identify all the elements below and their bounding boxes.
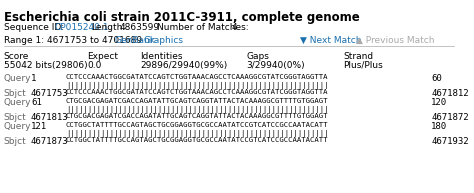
Text: Graphics: Graphics (143, 36, 183, 45)
Text: CTGCGACGAGATCGACCAGATATTGCAGTCAGGTATTACTACAAAGGCGTTTTGTGGAGT: CTGCGACGAGATCGACCAGATATTGCAGTCAGGTATTACT… (66, 113, 328, 119)
Text: Query: Query (4, 98, 31, 107)
Text: 120: 120 (431, 98, 447, 107)
Text: Sbjct: Sbjct (4, 137, 27, 146)
Text: 4671753: 4671753 (31, 89, 69, 98)
Text: CCTGGCTATTTTGCCAGTAGCTGCGGAGGTGCGCCAATATCCGTCATCCGCCAATACATT: CCTGGCTATTTTGCCAGTAGCTGCGGAGGTGCGCCAATAT… (66, 122, 328, 128)
Text: CTGCGACGAGATCGACCAGATATTGCAGTCAGGTATTACTACAAAGGCGTTTTGTGGAGT: CTGCGACGAGATCGACCAGATATTGCAGTCAGGTATTACT… (66, 98, 328, 104)
Text: 180: 180 (431, 122, 447, 131)
Text: 3/29940(0%): 3/29940(0%) (246, 61, 305, 70)
Text: 4671872: 4671872 (431, 113, 469, 122)
Text: Sequence ID:: Sequence ID: (4, 23, 64, 32)
Text: Sbjct: Sbjct (4, 113, 27, 122)
Text: Score: Score (4, 52, 29, 61)
Text: 60: 60 (431, 74, 442, 83)
Text: CCTGGCTATTTTGCCAGTAGCTGCGGAGGTGCGCCAATATCCGTCATCCGCCAATACATT: CCTGGCTATTTTGCCAGTAGCTGCGGAGGTGCGCCAATAT… (66, 137, 328, 143)
Text: Number of Matches:: Number of Matches: (156, 23, 248, 32)
Text: Expect: Expect (87, 52, 118, 61)
Text: Strand: Strand (343, 52, 373, 61)
Text: 4671813: 4671813 (31, 113, 69, 122)
Text: 4671812: 4671812 (431, 89, 469, 98)
Text: CCTCCCAAACTGGCGATATCCAGTCTGGTAAACAGCCTCAAAGGCGTATCGGGTAGGTTA: CCTCCCAAACTGGCGATATCCAGTCTGGTAAACAGCCTCA… (66, 74, 328, 80)
Text: CP015240.1: CP015240.1 (54, 23, 109, 32)
Text: Gaps: Gaps (246, 52, 269, 61)
Text: 29896/29940(99%): 29896/29940(99%) (140, 61, 228, 70)
Text: 4863599: 4863599 (120, 23, 160, 32)
Text: 4671932: 4671932 (431, 137, 469, 146)
Text: ▲ Previous Match: ▲ Previous Match (356, 36, 434, 45)
Text: ||||||||||||||||||||||||||||||||||||||||||||||||||||||||||||: ||||||||||||||||||||||||||||||||||||||||… (66, 130, 328, 137)
Text: 61: 61 (31, 98, 42, 107)
Text: CCTCCCAAACTGGCGATATCCAGTCTGGTAAACAGCCTCAAAGGCGTATCGGGTAGGTTA: CCTCCCAAACTGGCGATATCCAGTCTGGTAAACAGCCTCA… (66, 89, 328, 95)
Text: 4671873: 4671873 (31, 137, 69, 146)
Text: Identities: Identities (140, 52, 182, 61)
Text: Range 1: 4671753 to 4701689: Range 1: 4671753 to 4701689 (4, 36, 142, 45)
Text: Query: Query (4, 74, 31, 83)
Text: 55042 bits(29806): 55042 bits(29806) (4, 61, 88, 70)
Text: ||||||||||||||||||||||||||||||||||||||||||||||||||||||||||||: ||||||||||||||||||||||||||||||||||||||||… (66, 106, 328, 113)
Text: Escherichia coli strain 2011C-3911, complete genome: Escherichia coli strain 2011C-3911, comp… (4, 11, 360, 24)
Text: Query: Query (4, 122, 31, 131)
Text: Plus/Plus: Plus/Plus (343, 61, 383, 70)
Text: 121: 121 (31, 122, 47, 131)
Text: Sbjct: Sbjct (4, 89, 27, 98)
Text: ▼ Next Match: ▼ Next Match (300, 36, 361, 45)
Text: 1: 1 (31, 74, 36, 83)
Text: ||||||||||||||||||||||||||||||||||||||||||||||||||||||||||||: ||||||||||||||||||||||||||||||||||||||||… (66, 82, 328, 89)
Text: Length:: Length: (91, 23, 125, 32)
Text: 0.0: 0.0 (87, 61, 101, 70)
Text: GenBank: GenBank (114, 36, 155, 45)
Text: 4: 4 (232, 23, 237, 32)
